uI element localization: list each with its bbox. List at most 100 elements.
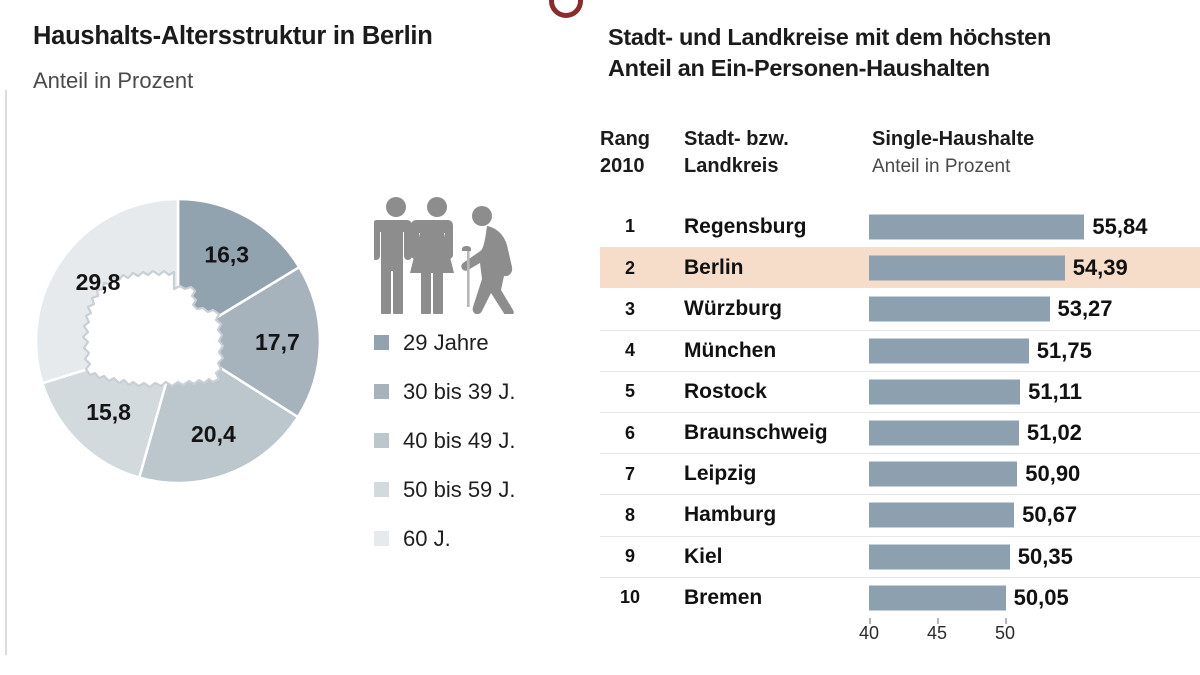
- row-rank: 5: [624, 381, 635, 402]
- row-bar-track: [869, 578, 1169, 618]
- row-value: 53,27: [1057, 296, 1113, 322]
- legend-item-3[interactable]: 50 bis 59 J.: [374, 465, 569, 514]
- row-bar[interactable]: [869, 379, 1021, 405]
- right-panel-title: Stadt- und Landkreise mit dem höchsten A…: [608, 22, 1200, 84]
- pie-slice-value-label: 29,8: [76, 269, 121, 295]
- row-bar[interactable]: [869, 214, 1085, 240]
- legend-swatch-icon: [374, 531, 389, 546]
- row-bar[interactable]: [869, 502, 1015, 528]
- pie-slice-value-label: 16,3: [204, 241, 249, 267]
- row-bar-track: [869, 372, 1169, 412]
- row-value: 54,39: [1072, 255, 1128, 281]
- row-rank: 4: [624, 340, 635, 361]
- column-header-value: Single-Haushalte Anteil in Prozent: [872, 126, 1172, 180]
- row-bar-track: [869, 289, 1169, 329]
- pie-slice-value-label: 17,7: [255, 329, 300, 355]
- row-bar-track: [869, 495, 1169, 535]
- column-header-value-line1: Single-Haushalte: [872, 128, 1035, 150]
- row-value: 50,90: [1025, 461, 1081, 487]
- row-bar[interactable]: [869, 338, 1029, 364]
- row-value: 55,84: [1092, 213, 1148, 239]
- left-panel-subtitle: Anteil in Prozent: [33, 68, 194, 93]
- row-city-name: Berlin: [684, 256, 744, 280]
- table-row[interactable]: 5 Rostock 51,11: [600, 370, 1200, 412]
- column-header-kreis-line1: Stadt- bzw.: [684, 128, 789, 150]
- pie-slice-value-label: 20,4: [191, 421, 236, 447]
- table-row[interactable]: 3 Würzburg 53,27: [600, 288, 1200, 329]
- row-city-name: Bremen: [684, 585, 763, 609]
- axis-tick-label: 45: [926, 623, 948, 643]
- table-row[interactable]: 8 Hamburg 50,67: [600, 494, 1200, 535]
- table-row[interactable]: 2 Berlin 54,39: [600, 247, 1200, 289]
- row-bar[interactable]: [869, 420, 1019, 446]
- row-bar-track: [869, 537, 1169, 577]
- pie-slice[interactable]: [176, 197, 302, 344]
- row-bar-track: [869, 454, 1169, 494]
- axis-tick-mark: [869, 618, 871, 624]
- row-city-name: Würzburg: [684, 297, 782, 321]
- row-city-name: Kiel: [684, 544, 723, 568]
- column-header-kreis: Stadt- bzw. Landkreis: [684, 126, 864, 180]
- pie-chart-panel: Haushalts-Altersstruktur in Berlin Antei…: [0, 0, 575, 675]
- axis-tick-label: 50: [994, 623, 1016, 643]
- woman-pictogram: [410, 197, 454, 314]
- logo-mark-icon: [549, 0, 583, 18]
- row-rank: 9: [624, 546, 635, 567]
- row-bar[interactable]: [869, 296, 1050, 322]
- row-bar-track: [869, 206, 1169, 247]
- berlin-map-silhouette-icon: [81, 269, 225, 389]
- row-value: 51,02: [1026, 420, 1082, 446]
- pie-slice-value-label: 15,8: [86, 399, 131, 425]
- ranking-table: 1 Regensburg 55,84 2 Berlin 54,39 3 Würzburg 53,…: [600, 206, 1200, 618]
- table-row[interactable]: 4 München 51,75: [600, 329, 1200, 371]
- legend-label: 29 Jahre: [403, 329, 489, 355]
- legend-item-1[interactable]: 30 bis 39 J.: [374, 367, 569, 416]
- legend-label: 60 J.: [403, 525, 451, 551]
- row-bar[interactable]: [869, 255, 1065, 281]
- row-city-name: Leipzig: [684, 462, 757, 486]
- column-header-rank-line1: Rang: [600, 128, 650, 150]
- legend-item-2[interactable]: 40 bis 49 J.: [374, 416, 569, 465]
- table-row[interactable]: 1 Regensburg 55,84: [600, 206, 1200, 247]
- right-panel-title-line1: Stadt- und Landkreise mit dem höchsten: [608, 24, 1051, 50]
- pie-slice[interactable]: [175, 265, 322, 419]
- row-bar[interactable]: [869, 544, 1010, 570]
- row-rank: 2: [624, 257, 635, 278]
- row-bar-track: [869, 248, 1169, 288]
- table-row[interactable]: 9 Kiel 50,35: [600, 535, 1200, 577]
- row-bar[interactable]: [869, 585, 1006, 611]
- row-bar[interactable]: [869, 461, 1018, 487]
- axis-tick-mark: [1005, 618, 1007, 624]
- pie-svg: 16,3 17,7 20,4 15,8 29,8: [34, 197, 322, 485]
- row-value: 50,67: [1022, 502, 1078, 528]
- row-value: 51,11: [1028, 378, 1082, 404]
- man-pictogram: [374, 197, 412, 314]
- legend-swatch-icon: [374, 384, 389, 399]
- table-row[interactable]: 6 Braunschweig 51,02: [600, 411, 1200, 453]
- elderly-with-cane-pictogram: [461, 206, 514, 314]
- row-rank: 10: [619, 587, 641, 608]
- legend-item-4[interactable]: 60 J.: [374, 514, 569, 563]
- legend-label: 30 bis 39 J.: [403, 378, 516, 404]
- row-rank: 3: [624, 298, 635, 319]
- row-value: 50,35: [1017, 543, 1073, 569]
- row-city-name: Hamburg: [684, 503, 777, 527]
- right-panel-title-line2: Anteil an Ein-Personen-Haushalten: [608, 55, 990, 81]
- people-pictogram-group: [374, 196, 544, 314]
- pie-value-label-group: 16,3 17,7 20,4 15,8 29,8: [76, 241, 300, 447]
- row-city-name: München: [684, 338, 777, 362]
- legend-label: 50 bis 59 J.: [403, 476, 516, 502]
- axis-tick-label: 40: [858, 623, 880, 643]
- column-header-rank: Rang 2010: [600, 126, 680, 180]
- table-row[interactable]: 7 Leipzig 50,90: [600, 453, 1200, 494]
- legend-label: 40 bis 49 J.: [403, 427, 516, 453]
- legend-swatch-icon: [374, 335, 389, 350]
- axis-tick-mark: [937, 618, 939, 624]
- ranking-chart-panel: Stadt- und Landkreise mit dem höchsten A…: [600, 0, 1200, 675]
- row-city-name: Regensburg: [684, 214, 807, 238]
- left-panel-title: Haushalts-Altersstruktur in Berlin: [33, 22, 433, 50]
- legend-item-0[interactable]: 29 Jahre: [374, 318, 569, 367]
- age-structure-pie-chart: 16,3 17,7 20,4 15,8 29,8: [33, 196, 323, 486]
- table-row[interactable]: 10 Bremen 50,05: [600, 576, 1200, 618]
- row-rank: 8: [624, 504, 635, 525]
